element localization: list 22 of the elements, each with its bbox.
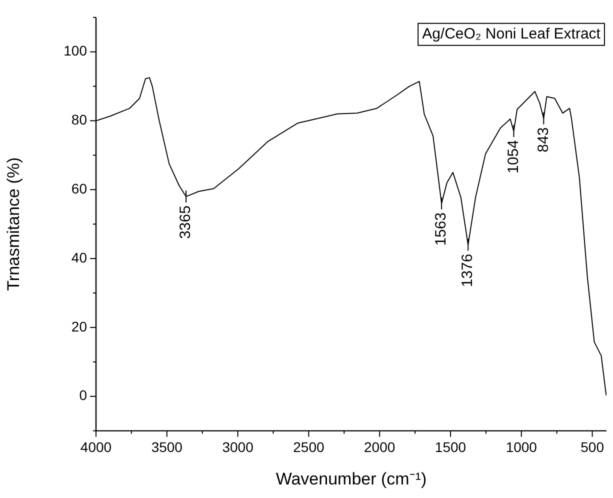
x-tick-label: 1500 (434, 439, 466, 456)
annotation: 3365 (177, 206, 194, 239)
y-axis-title: Trnasmitance (%) (4, 157, 23, 291)
x-tick-label: 1000 (506, 439, 538, 456)
x-tick-label: 3000 (222, 439, 254, 456)
x-tick-label: 3500 (151, 439, 183, 456)
annotation: 1054 (504, 140, 522, 174)
annotation: 1376 (459, 254, 476, 288)
x-tick-label: 500 (580, 439, 604, 456)
y-tick-label: 20 (71, 318, 88, 334)
y-tick-label: 40 (71, 249, 88, 266)
y-tick-label: 0 (79, 387, 88, 404)
text: Ag/CeO₂ Noni Leaf Extract (422, 26, 602, 43)
x-tick-label: 2000 (364, 439, 396, 456)
y-tick-label: 100 (64, 42, 88, 59)
y-tick-label: 60 (71, 180, 88, 197)
annotation: 843 (534, 127, 552, 152)
y-tick-label: 80 (71, 112, 88, 128)
x-axis-title: Wavenumber (cm⁻¹) (276, 469, 427, 488)
annotation: 1563 (432, 212, 450, 246)
x-tick-label: 4000 (80, 439, 112, 456)
x-tick-label: 2500 (293, 439, 324, 456)
